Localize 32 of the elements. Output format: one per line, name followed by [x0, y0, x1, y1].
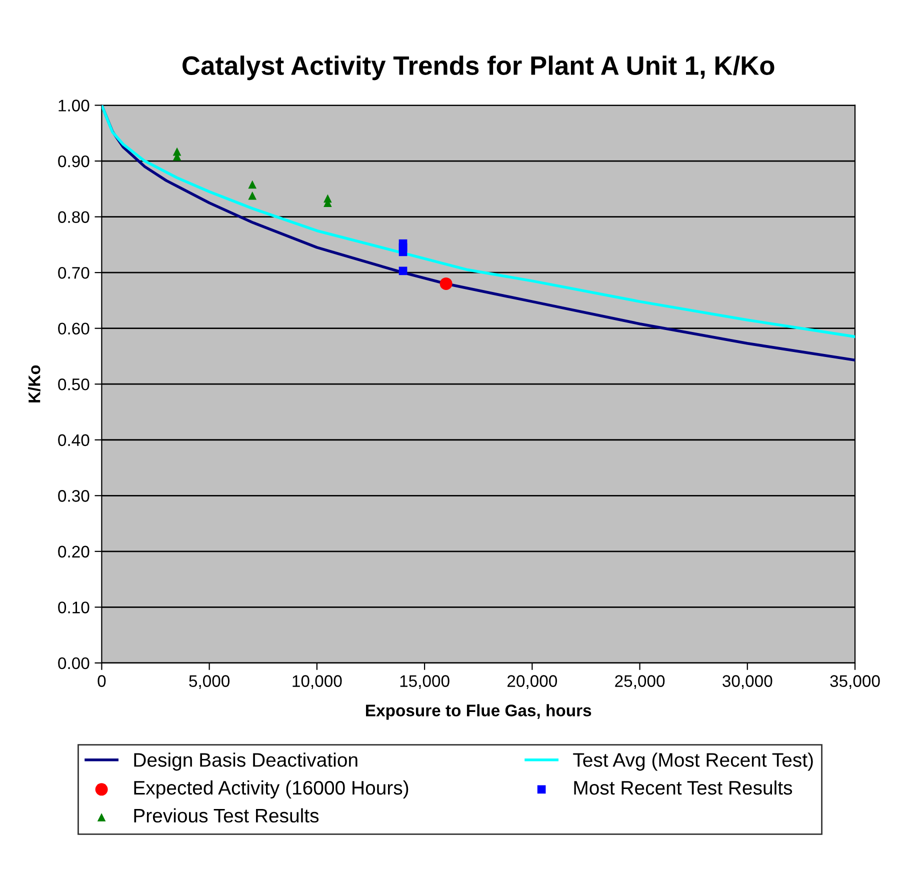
y-tick-label: 0.90 — [58, 155, 90, 168]
legend-label: Test Avg (Most Recent Test) — [573, 752, 813, 771]
y-axis-title: K/Ko — [28, 365, 40, 402]
x-tick-label: 35,000 — [830, 675, 880, 689]
x-tick-label: 25,000 — [615, 675, 665, 689]
x-axis-title: Exposure to Flue Gas, hours — [366, 704, 592, 720]
y-tick-label: 0.30 — [58, 490, 90, 502]
y-tick-label: 0.20 — [58, 546, 90, 558]
legend-label: Previous Test Results — [134, 808, 319, 823]
y-tick-label: 0.70 — [58, 266, 90, 279]
y-tick-label: 0.80 — [58, 211, 90, 224]
legend-label: Expected Activity (16000 Hours) — [134, 780, 408, 799]
y-tick-label: 0.50 — [58, 378, 90, 390]
point — [248, 180, 257, 189]
x-tick-label: 5,000 — [189, 675, 230, 689]
x-tick-label: 20,000 — [508, 675, 557, 689]
point — [440, 277, 452, 290]
x-tick-label: 0 — [98, 675, 106, 687]
legend-label: Most Recent Test Results — [574, 780, 792, 795]
y-tick-label: 0.10 — [58, 602, 90, 614]
y-tick-label: 0.60 — [58, 322, 90, 335]
point — [248, 191, 257, 200]
x-tick-label: 10,000 — [292, 675, 342, 689]
legend-label: Design Basis Deactivation — [134, 752, 358, 771]
x-tick-label: 15,000 — [400, 675, 450, 689]
y-tick-label: 0.00 — [58, 657, 90, 670]
x-tick-label: 30,000 — [722, 675, 772, 689]
point — [398, 248, 408, 256]
point — [398, 266, 408, 276]
y-tick-label: 0.40 — [58, 434, 90, 446]
y-tick-label: 1.00 — [58, 100, 90, 112]
chart-title: Catalyst Activity Trends for Plant A Unit 1, K/Ko — [182, 56, 774, 80]
